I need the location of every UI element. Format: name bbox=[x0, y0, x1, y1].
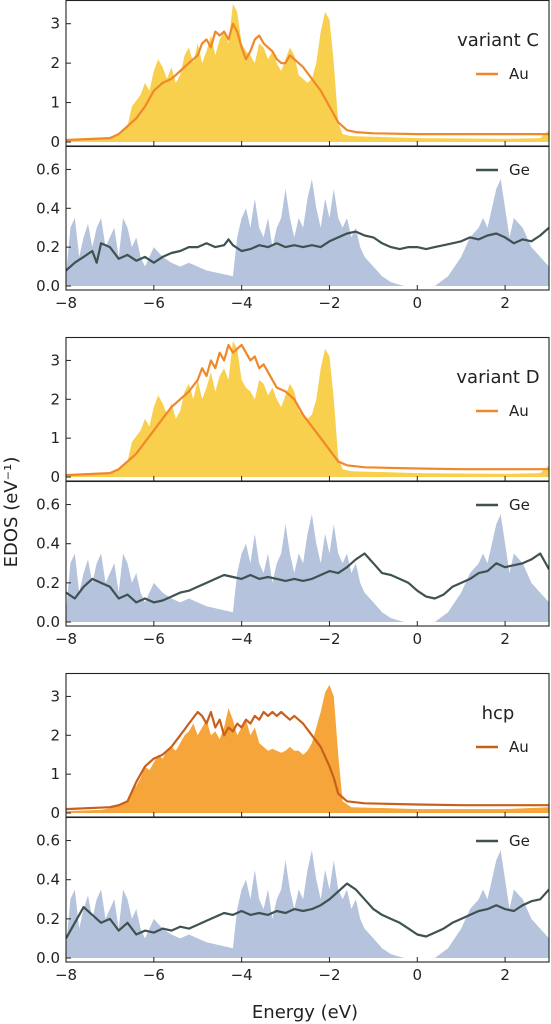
x-tick-label: −6 bbox=[143, 294, 165, 312]
y-tick-label: 0.4 bbox=[36, 871, 60, 889]
total-dos-area bbox=[66, 850, 549, 958]
plot-area bbox=[66, 850, 549, 958]
total-dos-area bbox=[66, 514, 549, 622]
legend: Au bbox=[476, 65, 529, 83]
y-tick-label: 0.0 bbox=[36, 949, 60, 967]
panel-frame bbox=[65, 480, 550, 627]
total-dos-area bbox=[66, 341, 549, 477]
y-tick-label: 3 bbox=[50, 687, 60, 705]
panel-3: 0 1 2 3 variant D Au bbox=[50, 336, 550, 486]
legend-label: Au bbox=[509, 65, 529, 83]
plot-area bbox=[66, 341, 549, 477]
x-tick-label: −2 bbox=[318, 630, 340, 648]
legend: Ge bbox=[476, 496, 530, 514]
projected-dos-line bbox=[66, 226, 549, 272]
y-tick-label: 3 bbox=[50, 15, 60, 33]
x-tick-label: −8 bbox=[55, 630, 77, 648]
projected-dos-line bbox=[66, 882, 549, 939]
panel-6: 0.0 0.2 0.4 0.6 −8 −6 −4 −2 0 2 Ge bbox=[36, 816, 550, 984]
panel-frame bbox=[65, 816, 550, 963]
x-tick-label: −4 bbox=[231, 294, 253, 312]
panel-1: 0 1 2 3 variant C Au bbox=[50, 0, 550, 151]
y-tick-label: 1 bbox=[50, 765, 60, 783]
y-tick-label: 0.4 bbox=[36, 535, 60, 553]
y-tick-label: 0.2 bbox=[36, 574, 60, 592]
y-axis-label: EDOS (eV⁻¹) bbox=[1, 457, 22, 568]
y-tick-label: 0 bbox=[50, 804, 60, 822]
y-tick-label: 2 bbox=[50, 54, 60, 72]
x-tick-label: −8 bbox=[55, 294, 77, 312]
y-tick-label: 0.2 bbox=[36, 910, 60, 928]
y-tick-label: 0.6 bbox=[36, 832, 60, 850]
projected-dos-line bbox=[66, 22, 549, 142]
y-tick-label: 0 bbox=[50, 468, 60, 486]
x-tick-label: 2 bbox=[500, 966, 510, 984]
x-tick-label: −4 bbox=[231, 966, 253, 984]
x-tick-label: 0 bbox=[412, 966, 422, 984]
y-tick-label: 2 bbox=[50, 390, 60, 408]
legend-label: Au bbox=[509, 738, 529, 756]
x-tick-label: 2 bbox=[500, 294, 510, 312]
y-tick-label: 0.0 bbox=[36, 277, 60, 295]
legend: Au bbox=[476, 402, 529, 420]
legend: Au bbox=[476, 738, 529, 756]
plot-area bbox=[66, 179, 549, 286]
panel-frame bbox=[65, 145, 550, 291]
plot-area bbox=[66, 4, 549, 142]
plot-area bbox=[66, 514, 549, 622]
x-tick-label: −2 bbox=[318, 294, 340, 312]
x-tick-label: 0 bbox=[412, 294, 422, 312]
panel-5: 0 1 2 3 hcp Au bbox=[50, 672, 550, 822]
y-tick-label: 0 bbox=[50, 133, 60, 151]
panel-2: 0.0 0.2 0.4 0.6 −8 −6 −4 −2 0 2 Ge bbox=[36, 145, 550, 312]
x-tick-label: −6 bbox=[143, 966, 165, 984]
y-tick-label: 0.2 bbox=[36, 238, 60, 256]
x-axis-label: Energy (eV) bbox=[252, 1002, 358, 1023]
y-tick-label: 1 bbox=[50, 94, 60, 112]
y-tick-label: 3 bbox=[50, 351, 60, 369]
total-dos-area bbox=[66, 684, 549, 813]
total-dos-area bbox=[66, 179, 549, 286]
legend-label: Ge bbox=[509, 161, 530, 179]
x-tick-label: 0 bbox=[412, 630, 422, 648]
y-tick-label: 0.4 bbox=[36, 199, 60, 217]
total-dos-area bbox=[66, 4, 549, 142]
legend: Ge bbox=[476, 161, 530, 179]
y-tick-label: 1 bbox=[50, 429, 60, 447]
plot-area bbox=[66, 684, 549, 813]
y-tick-label: 0.6 bbox=[36, 496, 60, 514]
legend-label: Ge bbox=[509, 496, 530, 514]
x-tick-label: −6 bbox=[143, 630, 165, 648]
structure-label: variant D bbox=[456, 367, 539, 388]
x-tick-label: −2 bbox=[318, 966, 340, 984]
panel-4: 0.0 0.2 0.4 0.6 −8 −6 −4 −2 0 2 Ge bbox=[36, 480, 550, 648]
x-tick-label: −4 bbox=[231, 630, 253, 648]
structure-label: variant C bbox=[457, 30, 539, 51]
y-tick-label: 0.6 bbox=[36, 160, 60, 178]
legend-label: Au bbox=[509, 402, 529, 420]
x-tick-label: 2 bbox=[500, 630, 510, 648]
x-tick-label: −8 bbox=[55, 966, 77, 984]
legend-label: Ge bbox=[509, 832, 530, 850]
y-tick-label: 0.0 bbox=[36, 613, 60, 631]
projected-dos-line bbox=[66, 343, 549, 477]
projected-dos-line bbox=[66, 710, 549, 811]
legend: Ge bbox=[476, 832, 530, 850]
projected-dos-line bbox=[66, 552, 549, 604]
y-tick-label: 2 bbox=[50, 726, 60, 744]
structure-label: hcp bbox=[482, 703, 515, 724]
